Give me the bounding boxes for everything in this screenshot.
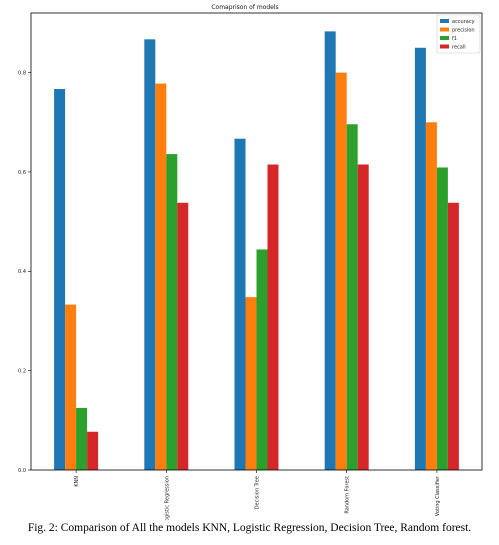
bar-precision-decision-tree	[245, 297, 257, 470]
bar-recall-knn	[87, 431, 99, 470]
chart-title: Comaprison of models	[211, 4, 278, 11]
legend-label-precision: precision	[452, 28, 475, 34]
y-tick-label: 0.0	[18, 468, 26, 474]
legend-swatch-recall	[440, 44, 449, 49]
figure-caption: Fig. 2: Comparison of All the models KNN…	[27, 522, 472, 534]
y-tick-label: 0.8	[18, 70, 26, 76]
bar-recall-decision-tree	[267, 164, 279, 470]
y-axis: 0.0 0.2 0.4 0.6 0.8	[18, 70, 31, 474]
legend-label-recall: recall	[452, 45, 466, 51]
bar-precision-voting-classifier	[425, 122, 437, 471]
x-axis: KNN Logistic Regression Decision Tree Rando…	[74, 470, 441, 520]
x-tick-label: Decision Tree	[255, 476, 261, 509]
bar-precision-knn	[65, 304, 77, 470]
bar-recall-logistic-regression	[177, 202, 189, 471]
bar-precision-logistic-regression	[155, 83, 167, 470]
bar-recall-voting-classifier	[447, 202, 459, 471]
legend-label-accuracy: accuracy	[452, 19, 475, 25]
x-tick-label: Voting Classifier	[435, 475, 441, 516]
bar-f1-decision-tree	[256, 249, 268, 470]
x-tick-label: Logistic Regression	[164, 476, 170, 520]
bar-accuracy-random-forest	[324, 31, 336, 471]
bar-f1-logistic-regression	[166, 154, 178, 470]
bar-accuracy-logistic-regression	[144, 39, 156, 470]
legend-label-f1: f1	[452, 36, 457, 42]
bar-accuracy-decision-tree	[234, 138, 246, 471]
legend: accuracy precision f1 recall	[436, 14, 481, 54]
legend-swatch-accuracy	[440, 19, 449, 23]
x-tick-label: KNN	[74, 476, 80, 487]
y-tick-label: 0.4	[18, 269, 26, 275]
bar-accuracy-voting-classifier	[414, 47, 426, 471]
bar-chart: Comaprison of models 0.0 0.2 0.4 0.6 0.8 KNN…	[18, 4, 483, 520]
bar-recall-random-forest	[357, 164, 369, 470]
bars-group	[54, 31, 459, 471]
bar-precision-random-forest	[335, 72, 347, 470]
x-tick-label: Random Forest	[345, 476, 351, 514]
y-tick-label: 0.6	[18, 170, 26, 176]
bar-f1-voting-classifier	[436, 167, 448, 470]
bar-accuracy-knn	[54, 89, 66, 470]
y-tick-label: 0.2	[18, 368, 26, 374]
bar-f1-knn	[76, 407, 88, 470]
bar-f1-random-forest	[346, 124, 358, 470]
legend-box	[436, 14, 481, 54]
legend-swatch-precision	[440, 27, 449, 32]
legend-swatch-f1	[440, 36, 449, 40]
